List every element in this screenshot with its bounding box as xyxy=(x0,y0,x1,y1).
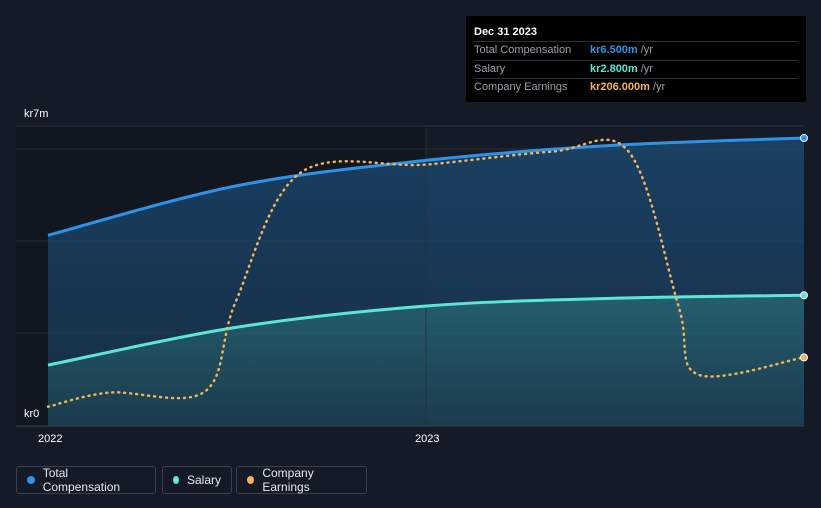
legend-dot-icon xyxy=(173,476,179,484)
legend-company-earnings[interactable]: Company Earnings xyxy=(236,466,367,494)
salary-end-marker xyxy=(800,291,808,300)
legend-label: Total Compensation xyxy=(42,466,121,494)
tooltip-row-company-earnings: Company Earnings kr206.000m /yr xyxy=(474,78,798,97)
x-tick-2023: 2023 xyxy=(415,433,440,445)
tooltip-label: Company Earnings xyxy=(474,81,568,93)
chart-tooltip: Dec 31 2023 Total Compensation kr6.500m … xyxy=(466,16,806,102)
legend-label: Salary xyxy=(186,473,221,487)
legend-dot-icon xyxy=(247,476,255,484)
tooltip-row-total-compensation: Total Compensation kr6.500m /yr xyxy=(474,41,798,60)
tooltip-value: kr2.800m xyxy=(590,62,638,75)
company-earnings-line xyxy=(46,138,806,408)
tooltip-label: Salary xyxy=(474,62,506,75)
salary-line xyxy=(47,293,805,367)
tooltip-unit: /yr xyxy=(640,44,653,56)
total-compensation-line xyxy=(47,136,805,237)
y-axis-top-label: kr7m xyxy=(24,108,49,120)
legend-total-compensation[interactable]: Total Compensation xyxy=(16,466,156,494)
tooltip-value: kr206.000m xyxy=(590,81,650,93)
tooltip-value: kr6.500m xyxy=(590,44,638,56)
tooltip-date: Dec 31 2023 xyxy=(474,26,537,38)
legend-dot-icon xyxy=(27,476,35,484)
y-axis-bottom-label: kr0 xyxy=(24,408,40,420)
tooltip-unit: /yr xyxy=(640,62,653,75)
legend-label: Company Earnings xyxy=(262,466,314,494)
tooltip-row-salary: Salary kr2.800m /yr xyxy=(474,59,798,79)
tooltip-label: Total Compensation xyxy=(474,44,572,56)
legend-salary[interactable]: Salary xyxy=(162,466,232,494)
total-compensation-end-marker xyxy=(800,134,808,142)
company-earnings-end-marker xyxy=(800,353,808,362)
x-tick-2022: 2022 xyxy=(38,433,63,445)
tooltip-unit: /yr xyxy=(652,81,666,93)
